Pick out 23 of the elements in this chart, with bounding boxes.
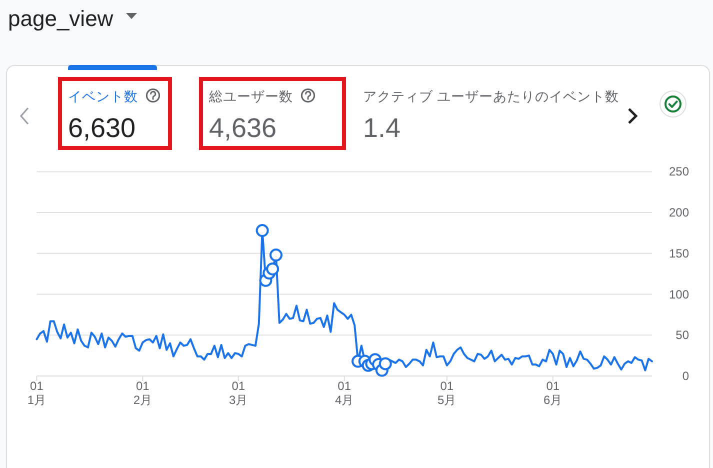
y-tick-label: 200 [668, 206, 690, 220]
value-label: 4,636 [209, 113, 277, 143]
x-tick-label: 01 6月 [544, 379, 562, 407]
x-tick-label: 01 1月 [27, 379, 46, 407]
x-tick-label: 01 2月 [133, 379, 152, 407]
x-tick-label: 01 4月 [335, 379, 354, 407]
text: page_view [8, 6, 114, 31]
y-tick-label: 150 [668, 246, 690, 260]
point [266, 262, 280, 276]
y-tick-label: 50 [676, 328, 690, 342]
value-label: 1.4 [363, 113, 401, 143]
y-tick-label: 100 [668, 287, 690, 302]
category-label: イベント数 [68, 89, 138, 104]
x-tick-label: 01 3月 [229, 379, 248, 407]
point [256, 224, 269, 238]
point [269, 248, 282, 262]
y-tick-label: 250 [668, 164, 690, 179]
point [378, 357, 392, 370]
x-tick-label: 01 5月 [438, 379, 456, 407]
category-label: アクティブ ユーザーあたりのイベント数 [363, 89, 619, 104]
y-tick-label: 0 [682, 369, 690, 383]
value-label: 6,630 [68, 113, 136, 143]
category-label: 総ユーザー数 [208, 89, 293, 104]
